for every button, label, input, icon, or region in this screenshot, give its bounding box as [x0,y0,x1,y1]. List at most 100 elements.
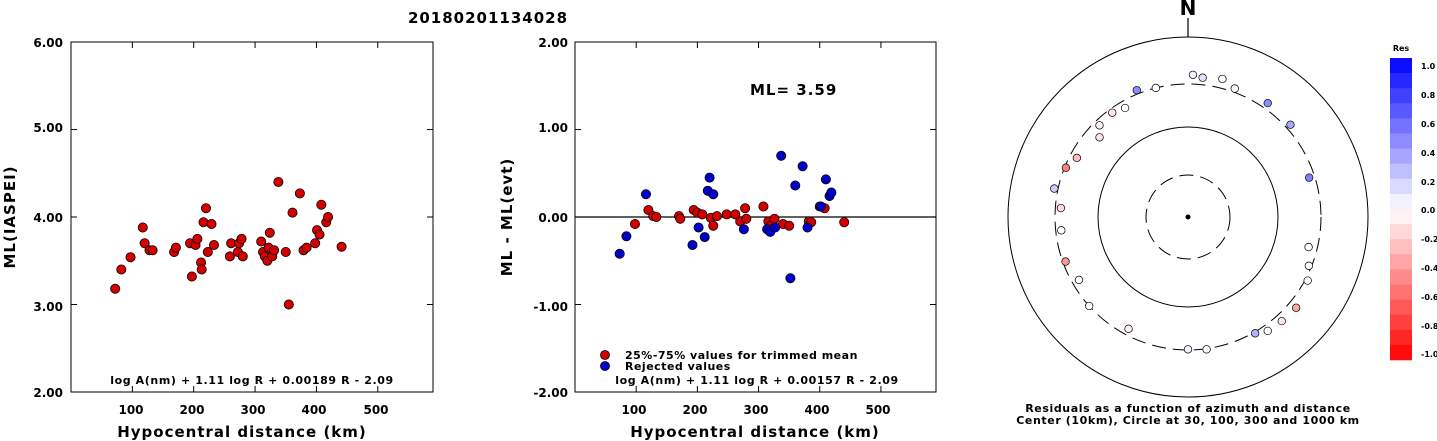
data-point [236,233,247,244]
colorbar-swatch [1390,269,1412,285]
station-residual-point [1250,329,1260,338]
station-residual-point [1072,153,1082,163]
rejected-point [826,187,837,198]
panel1-ytick-label: 3.00 [33,300,63,314]
data-point [224,251,235,262]
panel2-xtick-label: 100 [621,403,646,417]
ring-300km [1054,83,1322,351]
colorbar-label: 1.0 [1421,62,1436,71]
panel1-points [110,176,347,310]
station-residual-point [1056,203,1066,213]
panel1-ytick-label: 5.00 [33,121,63,135]
data-point [294,188,305,199]
data-point [314,229,325,240]
ring-100km [1097,126,1279,308]
data-point [273,176,284,187]
colorbar-swatch [1390,148,1412,164]
data-point [237,251,248,262]
data-point [192,233,203,244]
rejected-point [687,239,698,250]
data-point [186,271,197,282]
colorbar-swatch [1390,118,1412,134]
data-point [125,252,136,263]
station-residual-point [1061,163,1071,172]
panel2-x-axis-label: Hypocentral distance (km) [630,423,880,441]
station-residual-point [1277,316,1286,326]
panel1-ytick-label: 6.00 [33,36,63,50]
used-point [740,203,751,214]
panel2-formula: log A(nm) + 1.11 log R + 0.00157 R - 2.0… [615,374,898,387]
panel-ml-vs-distance: 6.00 5.00 4.00 3.00 2.00 100 200 300 400… [1,36,434,441]
used-point [708,220,719,231]
panel1-x-axis-label: Hypocentral distance (km) [117,423,367,441]
legend-used-marker [600,350,610,360]
panel2-xtick-label: 200 [682,403,707,417]
rejected-point [785,273,796,284]
used-point [741,213,752,224]
data-point [301,242,312,253]
panel2-xtick-label: 500 [865,403,890,417]
station-residual-point [1198,73,1207,82]
station-residual-point [1303,276,1312,285]
data-point [200,203,211,214]
station-residual-point [1151,83,1160,93]
station-residual-point [1132,86,1141,95]
data-point [269,245,280,256]
station-residual-point [1095,133,1104,142]
station-residual-point [1124,324,1133,333]
rejected-point [790,180,801,191]
rejected-point [738,224,749,235]
rejected-point [621,231,632,242]
panel1-ytick-label: 2.00 [33,386,63,400]
panel2-tick-marks [575,41,936,393]
station-residual-point [1120,103,1130,113]
colorbar-swatch [1390,193,1412,210]
colorbar-swatch [1390,209,1412,225]
data-point [310,238,321,249]
panel2-points [614,150,850,284]
panel1-xtick-label: 500 [363,403,388,417]
used-point [629,218,640,229]
colorbar-swatch [1390,314,1412,331]
station-residual-point [1108,108,1117,117]
ring-1000km [1007,36,1369,398]
panel-residual-vs-distance: 2.00 1.00 0.00 -1.00 -2.00 100 200 300 4… [498,36,937,441]
colorbar-swatch [1390,254,1412,270]
station-residual-point [1292,303,1301,312]
data-point [137,222,148,233]
panel2-ytick-label: 2.00 [538,36,568,50]
colorbar-label: 0.2 [1421,178,1435,187]
station-residual-point [1263,326,1272,336]
panel1-tick-marks [71,41,433,393]
polar-caption-1: Residuals as a function of azimuth and d… [1025,402,1351,415]
used-point [839,217,850,228]
rejected-point [699,232,710,243]
used-point [651,211,662,222]
data-point [264,227,275,238]
colorbar-label: -0.2 [1421,235,1437,244]
panel1-formula: log A(nm) + 1.11 log R + 0.00189 R - 2.0… [110,374,393,387]
legend-rejected-label: Rejected values [625,360,731,373]
panel1-xtick-label: 100 [118,403,143,417]
panel2-xtick-label: 400 [804,403,829,417]
used-point [711,211,722,222]
used-point [784,220,795,231]
panel2-y-axis-label: ML - ML(evt) [498,158,516,276]
data-point [316,199,327,210]
panel2-ytick-label: -2.00 [533,386,568,400]
colorbar-label: 0.6 [1421,120,1436,129]
used-point [758,201,769,212]
rejected-point [640,189,651,200]
station-residual-point [1304,242,1313,252]
residual-colorbar: Res 1.0 0.8 0.6 0.4 0.2 0.0 -0.2 -0.4 -0… [1390,44,1437,361]
colorbar-swatch [1390,178,1412,195]
station-residual-point [1074,275,1084,285]
polar-caption-2: Center (10km), Circle at 30, 100, 300 an… [1016,414,1360,427]
panel1-y-axis-label: ML(IASPEI) [1,165,19,268]
used-point [675,213,686,224]
colorbar-swatch [1390,133,1412,149]
used-point [769,213,780,224]
station-residual-point [1286,120,1295,129]
rejected-point [802,222,813,233]
